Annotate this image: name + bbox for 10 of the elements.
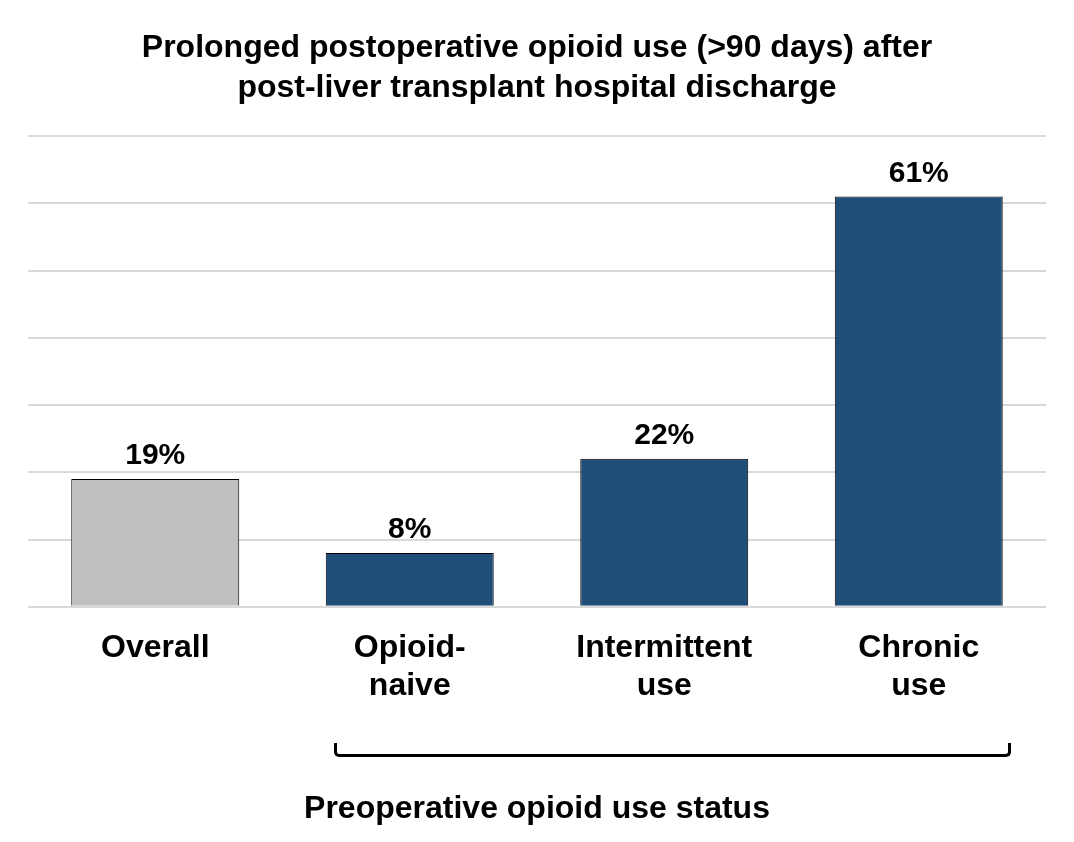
x-tick-label: Chronic use: [858, 627, 980, 703]
data-label: 61%: [888, 154, 949, 188]
data-label: 22%: [634, 417, 695, 451]
x-tick-label: Intermittent use: [576, 627, 753, 703]
x-tick-label: Overall: [100, 627, 210, 664]
x-axis-title: Preoperative opioid use status: [304, 788, 770, 825]
data-label: 19%: [125, 437, 186, 471]
x-tick-label: Opioid-naive: [353, 627, 466, 703]
data-label: 8%: [388, 511, 432, 545]
chart-title: Prolonged postoperative opioid use (>90 days) after post-liver transplant hospital discharge: [140, 27, 934, 106]
